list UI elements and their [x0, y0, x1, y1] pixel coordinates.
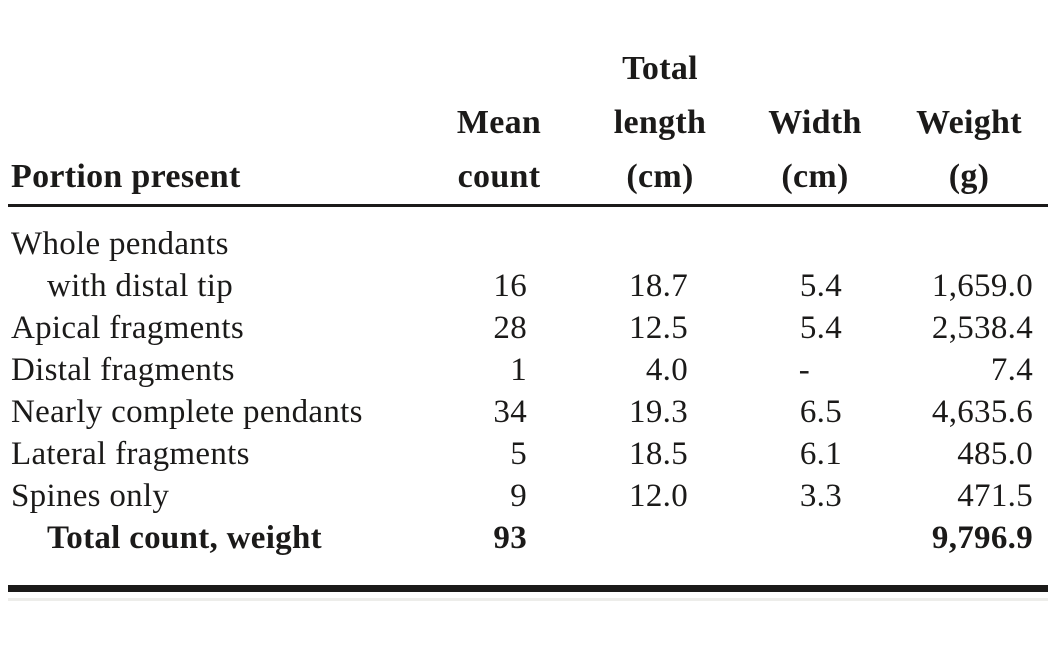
mean-count-cell: 9	[510, 478, 527, 514]
weight-cell: 7.4	[990, 352, 1033, 388]
mean-count-cell: 28	[493, 310, 527, 346]
width-cell: 5.4	[799, 310, 842, 346]
row-label: Lateral fragments	[11, 436, 250, 472]
total-length-cell: 12.5	[629, 310, 688, 346]
row-label: with distal tip	[47, 268, 233, 304]
table-body: Whole pendants with distal tip 16 18.7 5.4 1,…	[8, 207, 1048, 592]
total-length-cell: 4.0	[645, 352, 688, 388]
row-label: Whole pendants	[11, 226, 229, 262]
total-length-cell: 18.5	[629, 436, 688, 472]
total-length-cell: 19.3	[629, 394, 688, 430]
table-row: Nearly complete pendants 34 19.3 6.5 4,635.6	[8, 391, 1048, 433]
weight-cell	[890, 223, 1048, 265]
total-length-cell	[580, 223, 740, 265]
mean-count-cell: 93	[493, 520, 527, 556]
width-cell: -	[798, 352, 810, 388]
width-cell: 6.5	[799, 394, 842, 430]
total-length-cell: 12.0	[629, 478, 688, 514]
weight-cell: 4,635.6	[931, 394, 1033, 430]
row-label: Distal fragments	[11, 352, 235, 388]
column-header-total-length: Total length (cm)	[613, 50, 707, 195]
total-length-cell	[580, 517, 740, 559]
table-row: Spines only 9 12.0 3.3 471.5	[8, 475, 1048, 517]
width-cell: 6.1	[799, 436, 842, 472]
width-cell: 3.3	[799, 478, 842, 514]
total-length-cell: 18.7	[629, 268, 688, 304]
column-header-mean-count: Mean count	[456, 104, 542, 195]
table-row: Lateral fragments 5 18.5 6.1 485.0	[8, 433, 1048, 475]
table-row: with distal tip 16 18.7 5.4 1,659.0	[8, 265, 1048, 307]
weight-cell: 471.5	[957, 478, 1033, 514]
column-header-portion-present: Portion present	[11, 158, 241, 195]
column-header-width: Width (cm)	[768, 104, 862, 195]
mean-count-cell: 5	[510, 436, 527, 472]
row-label: Total count, weight	[47, 520, 322, 556]
data-table: Portion present Mean count Total length …	[8, 42, 1048, 601]
mean-count-cell: 1	[510, 352, 527, 388]
column-header-weight: Weight (g)	[916, 104, 1022, 195]
table-header-row: Portion present Mean count Total length …	[8, 42, 1048, 207]
mean-count-cell: 16	[493, 268, 527, 304]
table-row: Whole pendants	[8, 223, 1048, 265]
weight-cell: 2,538.4	[931, 310, 1033, 346]
width-cell: 5.4	[799, 268, 842, 304]
mean-count-cell	[418, 223, 580, 265]
weight-cell: 485.0	[957, 436, 1033, 472]
table-row: Distal fragments 1 4.0 - 7.4	[8, 349, 1048, 391]
scan-edge-line	[8, 598, 1048, 601]
row-label: Nearly complete pendants	[11, 394, 363, 430]
row-label: Apical fragments	[11, 310, 244, 346]
table-row: Apical fragments 28 12.5 5.4 2,538.4	[8, 307, 1048, 349]
mean-count-cell: 34	[493, 394, 527, 430]
width-cell	[740, 517, 890, 559]
table-row: Total count, weight 93 9,796.9	[8, 517, 1048, 559]
weight-cell: 9,796.9	[931, 520, 1033, 556]
row-label: Spines only	[11, 478, 170, 514]
weight-cell: 1,659.0	[931, 268, 1033, 304]
width-cell	[740, 223, 890, 265]
